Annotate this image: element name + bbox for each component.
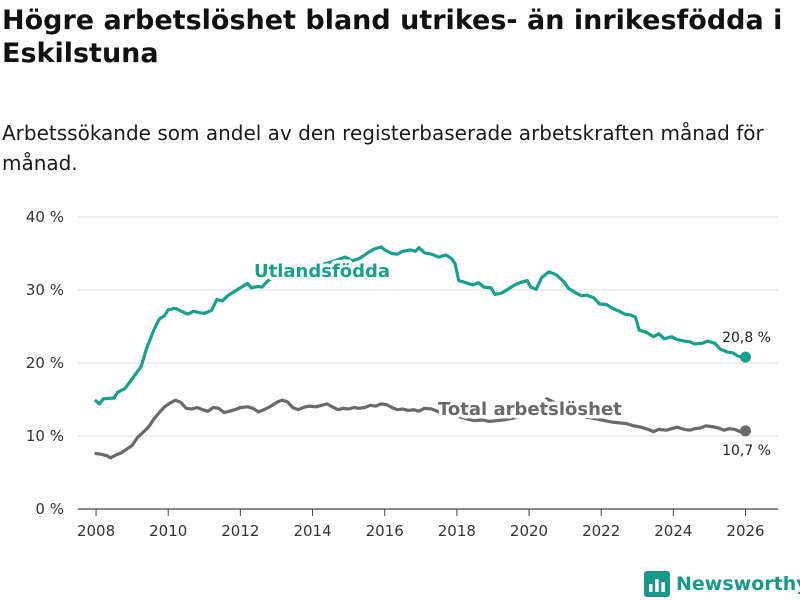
x-tick-label: 2016 [366, 522, 404, 540]
y-axis-ticks: 0 % 10 % 20 % 30 % 40 % [26, 208, 64, 518]
series-layer [94, 245, 752, 460]
newsworthy-brand[interactable]: Newsworthy [644, 570, 800, 598]
series-line-total [94, 397, 748, 460]
series-label-total: Total arbetslöshet [438, 399, 622, 420]
grid-layer [78, 216, 778, 510]
x-tick-label: 2026 [726, 522, 764, 540]
end-point-utlandsfodda [740, 351, 752, 363]
series-label-utlandsfodda-halo: Utlandsfödda [254, 261, 390, 282]
x-tick-label: 2022 [582, 522, 620, 540]
y-tick-label: 20 % [26, 354, 64, 372]
x-tick-label: 2010 [149, 522, 187, 540]
brand-name: Newsworthy [676, 573, 800, 595]
x-tick-label: 2020 [510, 522, 548, 540]
x-tick-label: 2008 [77, 522, 115, 540]
x-tick-label: 2012 [221, 522, 259, 540]
newsworthy-bar-chart-icon [644, 571, 670, 597]
chart-title: Högre arbetslöshet bland utrikes- än inr… [2, 5, 783, 69]
end-value-total: 10,7 % [722, 443, 771, 459]
series-label-total-halo: Total arbetslöshet [438, 399, 622, 420]
x-tick-label: 2018 [438, 522, 476, 540]
end-value-utlandsfodda: 20,8 % [722, 330, 771, 346]
y-tick-label: 30 % [26, 281, 64, 299]
y-tick-label: 0 % [35, 500, 64, 518]
x-tick-label: 2014 [293, 522, 331, 540]
x-axis-ticks: 2008 2010 2012 2014 2016 2018 2020 2022 2024 2026 [77, 509, 765, 540]
chart-subtitle: Arbetssökande som andel av den registerb… [2, 121, 764, 175]
x-tick-label: 2024 [654, 522, 692, 540]
end-point-total [740, 425, 752, 437]
y-tick-label: 40 % [26, 208, 64, 226]
series-label-utlandsfodda: Utlandsfödda [254, 261, 390, 282]
series-line-utlandsfodda [94, 245, 748, 406]
y-tick-label: 10 % [26, 427, 64, 445]
